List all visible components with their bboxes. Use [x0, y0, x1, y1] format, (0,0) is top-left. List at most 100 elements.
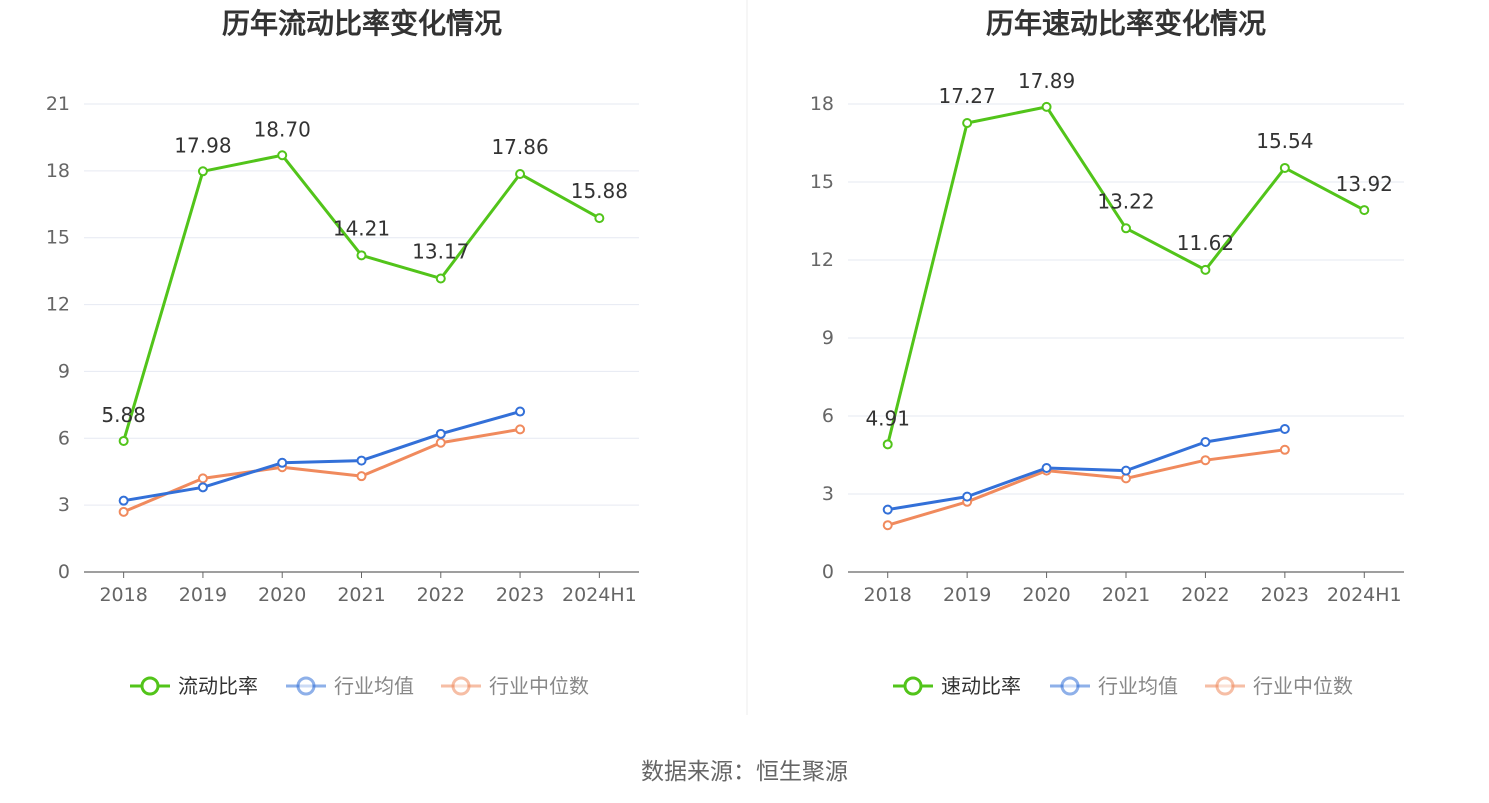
y-tick-label: 6: [58, 427, 70, 449]
data-label: 4.91: [865, 406, 910, 430]
data-point: [435, 437, 446, 448]
series-line: [123, 410, 521, 503]
data-point: [1279, 424, 1290, 434]
data-point: [594, 213, 605, 224]
data-point: [515, 406, 526, 417]
legend-label: 行业中位数: [1253, 674, 1353, 698]
data-point: [1200, 455, 1211, 466]
y-tick-label: 9: [58, 360, 70, 382]
series-1: [118, 406, 526, 506]
series-line: [122, 153, 601, 442]
legend-label: 行业中位数: [489, 674, 589, 698]
series-0: 4.91 17.27 17.89 13.22 11.62 15.54 13.92: [865, 69, 1393, 450]
data-label: 15.88: [571, 179, 628, 203]
x-tick-label: 2022: [1181, 584, 1229, 606]
y-tick-label: 12: [810, 249, 834, 271]
x-tick-label: 2018: [99, 584, 147, 606]
data-point: [356, 250, 367, 261]
y-tick-label: 3: [58, 494, 70, 516]
data-point: [962, 117, 973, 128]
legend-item-2: 行业中位数: [441, 674, 589, 698]
legend-marker: [1215, 676, 1235, 696]
legend-marker: [140, 676, 160, 696]
data-label: 17.86: [491, 135, 548, 159]
legend-item-0: 速动比率: [893, 674, 1021, 698]
y-tick-label: 12: [46, 294, 70, 316]
data-label: 17.98: [174, 133, 231, 157]
data-label: 14.21: [333, 216, 390, 240]
data-point: [1121, 465, 1131, 476]
x-tick-label: 2019: [179, 584, 227, 606]
data-point: [1041, 101, 1052, 112]
data-point: [197, 166, 208, 177]
y-tick-label: 15: [46, 227, 70, 249]
y-tick-label: 15: [810, 171, 834, 193]
y-tick-label: 6: [822, 405, 834, 427]
data-label: 5.88: [101, 403, 146, 427]
legend-marker: [1060, 676, 1080, 696]
data-point: [882, 520, 893, 531]
data-point: [356, 471, 367, 482]
x-tick-label: 2023: [1261, 584, 1309, 606]
x-tick-label: 2020: [1022, 584, 1070, 606]
data-point: [118, 495, 129, 506]
data-label: 13.22: [1097, 189, 1154, 213]
x-tick-label: 2024H1: [1327, 584, 1402, 606]
chart-title: 历年流动比率变化情况: [222, 7, 502, 40]
legend-marker: [903, 676, 923, 696]
data-label: 15.54: [1256, 129, 1313, 153]
data-point: [1041, 463, 1052, 473]
data-point: [277, 150, 288, 161]
y-tick-label: 9: [822, 327, 834, 349]
data-point: [1200, 264, 1211, 275]
x-tick-label: 2020: [258, 584, 306, 606]
quick-ratio-chart: 历年速动比率变化情况 0 3 6 9 12 15 18 2018 2019 2020 2021 2022…: [810, 7, 1404, 698]
data-point: [1121, 223, 1131, 234]
legend-marker: [451, 676, 471, 696]
data-point: [1200, 437, 1211, 447]
data-point: [1279, 162, 1290, 173]
data-point: [515, 168, 526, 179]
legend-label: 流动比率: [178, 674, 258, 698]
data-point: [118, 435, 129, 446]
x-tick-label: 2024H1: [562, 584, 637, 606]
data-label: 13.17: [412, 239, 469, 263]
data-point: [962, 491, 973, 502]
data-source-note: 数据来源：恒生聚源: [641, 759, 848, 785]
y-tick-label: 18: [46, 160, 70, 182]
data-label: 11.62: [1177, 231, 1234, 255]
data-point: [356, 455, 367, 466]
legend-item-1: 行业均值: [286, 674, 414, 698]
y-tick-label: 21: [46, 93, 70, 115]
data-label: 17.27: [939, 84, 996, 108]
series-line: [886, 105, 1365, 445]
data-point: [277, 457, 288, 468]
series-2: [118, 424, 526, 517]
x-tick-label: 2019: [943, 584, 991, 606]
data-point: [197, 473, 208, 484]
data-point: [435, 273, 446, 284]
series-2: [882, 444, 1290, 531]
data-point: [1279, 444, 1290, 455]
x-tick-label: 2018: [864, 584, 912, 606]
data-label: 17.89: [1018, 69, 1075, 93]
legend-label: 行业均值: [334, 674, 414, 698]
y-tick-label: 3: [822, 483, 834, 505]
legend-item-2: 行业中位数: [1205, 674, 1353, 698]
data-point: [882, 504, 893, 515]
data-point: [1359, 205, 1370, 216]
series-line: [887, 427, 1286, 512]
x-tick-label: 2022: [417, 584, 465, 606]
chart-title: 历年速动比率变化情况: [986, 7, 1266, 40]
series-1: [882, 424, 1290, 515]
data-label: 13.92: [1336, 172, 1393, 196]
x-tick-label: 2021: [1102, 584, 1150, 606]
y-tick-label: 18: [810, 93, 834, 115]
x-tick-label: 2021: [337, 584, 385, 606]
data-point: [882, 439, 893, 450]
data-point: [118, 506, 129, 517]
legend-item-1: 行业均值: [1050, 674, 1178, 698]
current-ratio-chart: 历年流动比率变化情况 0 3 6 9 12 15 18 21 2018 2019 2020 2021 20…: [46, 7, 639, 698]
series-line: [123, 427, 521, 514]
series-line: [887, 448, 1286, 527]
